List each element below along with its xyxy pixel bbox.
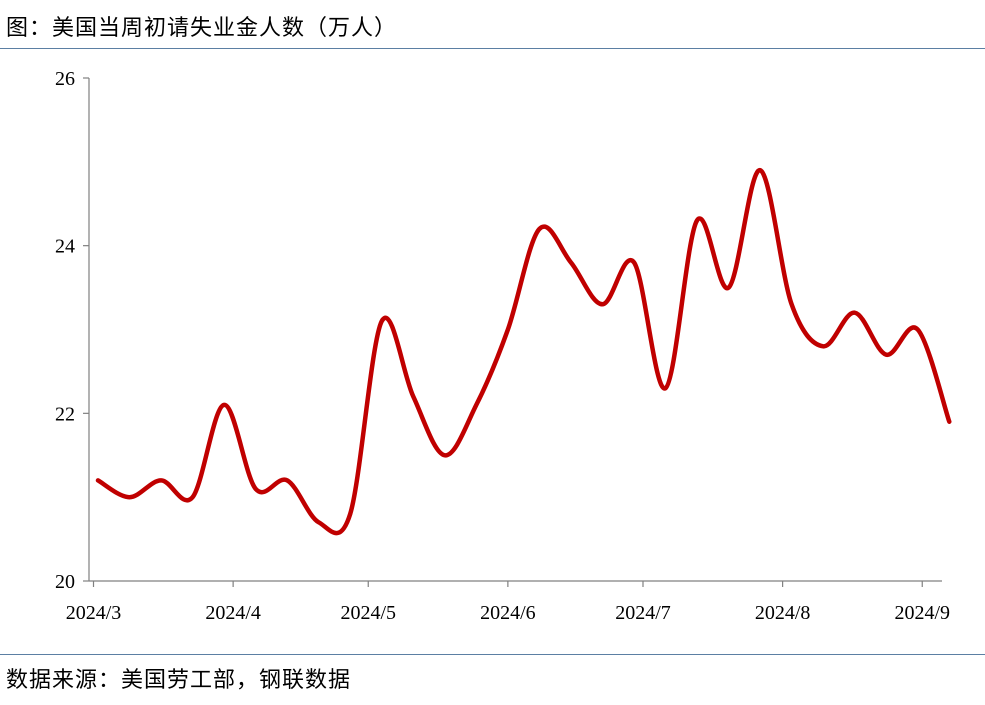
chart-title: 图：美国当周初请失业金人数（万人） xyxy=(6,16,398,41)
x-tick-label: 2024/5 xyxy=(340,602,396,624)
top-divider xyxy=(0,48,985,49)
bottom-divider xyxy=(0,654,985,655)
y-tick-label: 26 xyxy=(55,68,75,90)
tick-labels: 20 22 24 26 2024/3 2024/4 2024/5 2024/6 2024/7 20… xyxy=(55,68,950,624)
y-tick-label: 24 xyxy=(55,236,75,258)
data-source: 数据来源：美国劳工部，钢联数据 xyxy=(6,668,352,693)
x-tick-label: 2024/4 xyxy=(205,602,261,624)
y-tick-label: 20 xyxy=(55,571,75,593)
title-bar: 图：美国当周初请失业金人数（万人） xyxy=(0,0,985,48)
x-tick-label: 2024/3 xyxy=(66,602,122,624)
x-tick-label: 2024/9 xyxy=(894,602,950,624)
series-line xyxy=(95,167,952,536)
line-chart: 20 22 24 26 2024/3 2024/4 2024/5 2024/6 2024/7 20… xyxy=(55,68,952,624)
x-tick-label: 2024/7 xyxy=(615,602,671,624)
x-tick-label: 2024/8 xyxy=(755,602,811,624)
x-tick-label: 2024/6 xyxy=(480,602,536,624)
axes xyxy=(83,77,942,587)
y-tick-label: 22 xyxy=(55,403,75,425)
